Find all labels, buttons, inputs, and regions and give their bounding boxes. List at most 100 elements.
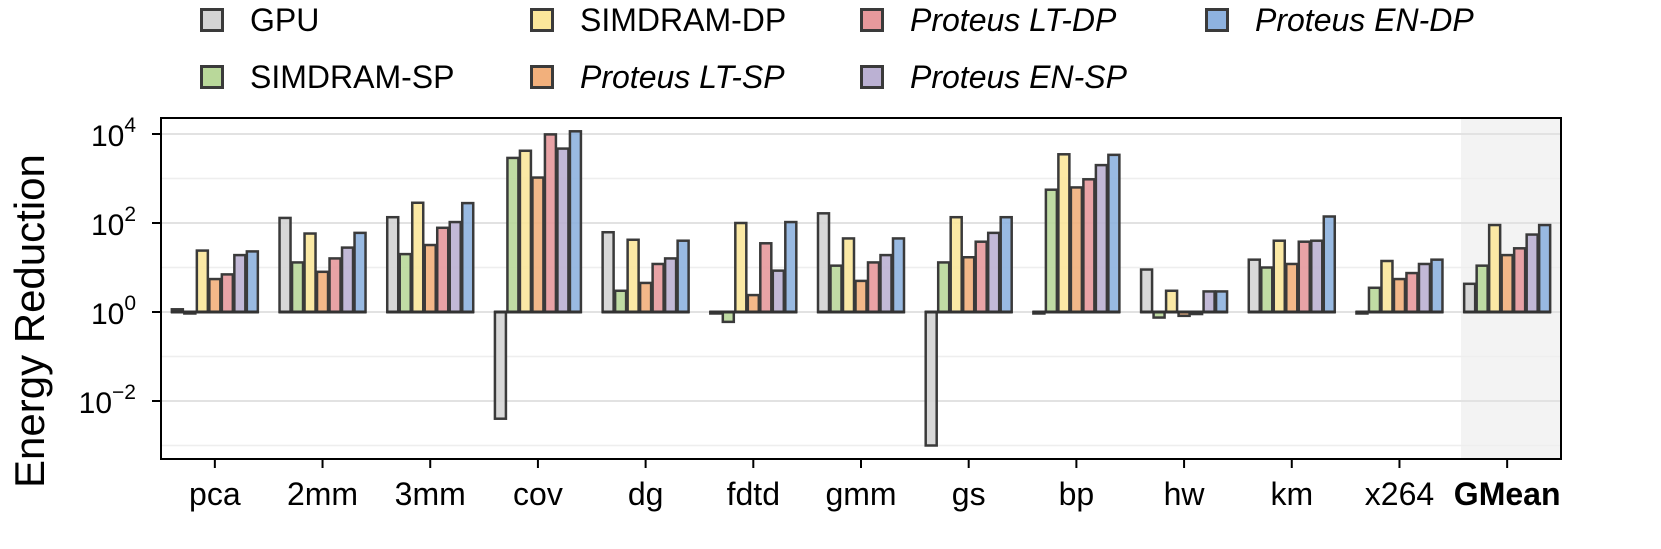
x-tick-label-hw: hw bbox=[1164, 476, 1206, 512]
x-tick-label-dg: dg bbox=[628, 476, 664, 512]
legend-swatch-proteus-lt-sp bbox=[530, 65, 554, 89]
bar-pca-proteus-en-dp bbox=[245, 250, 260, 314]
bar-gmm-proteus-lt-dp bbox=[866, 261, 881, 314]
x-tick-label-cov: cov bbox=[513, 476, 563, 512]
bar-3mm-proteus-lt-sp bbox=[423, 243, 437, 314]
bar-2mm-simdram-sp bbox=[290, 261, 305, 314]
x-tick-label-bp: bp bbox=[1059, 476, 1095, 512]
bar-gmean-proteus-en-sp bbox=[1525, 233, 1539, 314]
bar-km-simdram-sp bbox=[1260, 266, 1274, 314]
bar-2mm-proteus-en-dp bbox=[353, 231, 367, 314]
bar-km-proteus-lt-sp bbox=[1285, 262, 1299, 314]
bar-gmm-proteus-lt-sp bbox=[854, 279, 868, 314]
bar-bp-proteus-en-sp bbox=[1094, 163, 1109, 314]
bar-3mm-simdram-dp bbox=[410, 201, 425, 314]
x-tick-label-gs: gs bbox=[952, 476, 986, 512]
bar-km-proteus-en-sp bbox=[1310, 239, 1324, 314]
bar-km-simdram-dp bbox=[1272, 239, 1287, 314]
bar-cov-proteus-en-sp bbox=[556, 147, 570, 314]
bar-3mm-simdram-sp bbox=[398, 252, 412, 314]
bar-x264-proteus-en-sp bbox=[1417, 262, 1432, 314]
x-tick-label-gmm: gmm bbox=[825, 476, 896, 512]
bar-gs-proteus-lt-sp bbox=[961, 255, 976, 314]
x-tick-label-3mm: 3mm bbox=[395, 476, 466, 512]
bar-km-proteus-lt-dp bbox=[1297, 240, 1312, 314]
legend-swatch-simdram-dp bbox=[530, 8, 554, 32]
legend-item-gpu: GPU bbox=[200, 0, 319, 40]
bar-bp-simdram-dp bbox=[1057, 153, 1071, 314]
legend-swatch-proteus-lt-dp bbox=[860, 8, 884, 32]
legend-item-proteus-en-sp: Proteus EN-SP bbox=[860, 57, 1127, 97]
bar-hw-proteus-en-sp bbox=[1202, 290, 1216, 314]
bar-x264-simdram-dp bbox=[1380, 259, 1394, 314]
x-tick-label-2mm: 2mm bbox=[287, 476, 358, 512]
bar-fdtd-proteus-lt-dp bbox=[759, 242, 773, 314]
legend-label-proteus-lt-sp: Proteus LT-SP bbox=[580, 58, 785, 95]
bar-gmm-simdram-sp bbox=[829, 264, 843, 314]
legend-label-simdram-dp: SIMDRAM-DP bbox=[580, 1, 787, 38]
legend-label-proteus-lt-dp: Proteus LT-DP bbox=[910, 1, 1117, 38]
bar-dg-simdram-sp bbox=[613, 289, 628, 314]
bar-3mm-proteus-en-dp bbox=[460, 201, 475, 314]
bar-km-proteus-en-dp bbox=[1322, 215, 1337, 314]
x-tick-label-x264: x264 bbox=[1365, 476, 1434, 512]
x-tick-label-pca: pca bbox=[189, 476, 241, 512]
legend-label-proteus-en-sp: Proteus EN-SP bbox=[910, 58, 1127, 95]
bar-gmean-proteus-lt-sp bbox=[1500, 253, 1514, 314]
bar-gs-simdram-dp bbox=[949, 215, 963, 314]
bar-3mm-proteus-en-sp bbox=[448, 220, 462, 314]
bar-gmm-proteus-en-dp bbox=[891, 237, 906, 314]
bar-bp-simdram-sp bbox=[1044, 188, 1059, 314]
bar-3mm-gpu bbox=[385, 215, 400, 314]
bar-bp-proteus-lt-sp bbox=[1069, 186, 1084, 314]
legend-swatch-gpu bbox=[200, 8, 224, 32]
bar-gmean-simdram-dp bbox=[1487, 223, 1502, 314]
bar-gs-gpu bbox=[924, 310, 938, 447]
legend-label-simdram-sp: SIMDRAM-SP bbox=[250, 58, 455, 95]
bar-x264-proteus-lt-sp bbox=[1392, 277, 1407, 314]
x-tick-label-fdtd: fdtd bbox=[727, 476, 780, 512]
bar-gmm-gpu bbox=[816, 212, 831, 314]
bar-2mm-proteus-lt-dp bbox=[328, 257, 342, 314]
bar-x264-proteus-en-dp bbox=[1430, 258, 1444, 314]
bar-2mm-gpu bbox=[278, 216, 292, 314]
legend-item-proteus-en-dp: Proteus EN-DP bbox=[1205, 0, 1474, 40]
bar-cov-proteus-lt-dp bbox=[543, 133, 558, 314]
bar-cov-gpu bbox=[493, 310, 508, 420]
bar-hw-proteus-en-dp bbox=[1214, 290, 1229, 314]
bar-dg-proteus-lt-sp bbox=[638, 281, 653, 314]
bar-cov-simdram-sp bbox=[506, 156, 520, 314]
bars bbox=[170, 130, 1552, 447]
bar-2mm-proteus-lt-sp bbox=[315, 270, 330, 314]
bar-gs-proteus-en-sp bbox=[986, 231, 1001, 314]
bar-gmm-proteus-en-sp bbox=[879, 253, 893, 314]
legend-item-simdram-dp: SIMDRAM-DP bbox=[530, 0, 786, 40]
y-axis-ticks: 10−2 100 102 104 bbox=[79, 114, 161, 420]
bar-gmean-gpu bbox=[1462, 282, 1477, 314]
legend: GPU SIMDRAM-DP Proteus LT-DP Proteus EN-… bbox=[0, 0, 1661, 110]
bar-pca-simdram-dp bbox=[195, 249, 210, 314]
bar-dg-proteus-lt-dp bbox=[651, 262, 665, 314]
bar-2mm-proteus-en-sp bbox=[340, 246, 355, 314]
legend-label-gpu: GPU bbox=[250, 1, 320, 38]
bar-cov-proteus-en-dp bbox=[568, 130, 583, 314]
x-tick-label-gmean: GMean bbox=[1454, 476, 1561, 512]
bar-fdtd-proteus-en-dp bbox=[784, 220, 798, 314]
y-tick-label: 100 bbox=[91, 292, 136, 331]
bar-hw-simdram-dp bbox=[1164, 289, 1179, 314]
bar-pca-proteus-lt-sp bbox=[208, 277, 222, 314]
x-axis-ticks: pca 2mm 3mm cov dg fdtd gmm gs bp hw km x264 GMean bbox=[189, 459, 1560, 512]
bar-cov-proteus-lt-sp bbox=[531, 176, 545, 314]
bar-cov-simdram-dp bbox=[518, 149, 533, 314]
y-tick-label: 102 bbox=[91, 203, 136, 242]
y-tick-label: 104 bbox=[91, 114, 136, 153]
legend-swatch-proteus-en-sp bbox=[860, 65, 884, 89]
bar-fdtd-proteus-en-sp bbox=[771, 269, 786, 314]
bar-dg-simdram-dp bbox=[626, 238, 640, 314]
bar-2mm-simdram-dp bbox=[303, 232, 317, 314]
bar-fdtd-simdram-dp bbox=[734, 221, 748, 314]
bar-gmm-simdram-dp bbox=[841, 237, 856, 314]
y-tick-label: 10−2 bbox=[79, 381, 136, 420]
bar-fdtd-proteus-lt-sp bbox=[746, 293, 761, 314]
